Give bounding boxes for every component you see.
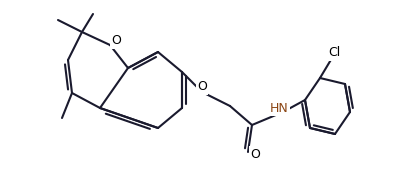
Text: O: O xyxy=(197,81,207,94)
Text: O: O xyxy=(250,147,260,160)
Text: HN: HN xyxy=(270,101,289,115)
Text: Cl: Cl xyxy=(328,46,340,60)
Text: O: O xyxy=(111,35,121,47)
